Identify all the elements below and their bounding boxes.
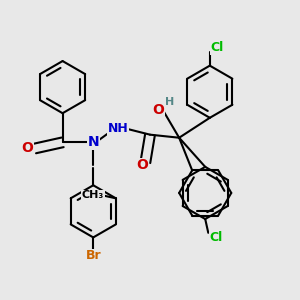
Text: Br: Br (85, 249, 101, 262)
Text: Cl: Cl (209, 231, 223, 244)
Text: O: O (21, 142, 33, 155)
Text: Cl: Cl (211, 41, 224, 54)
Text: N: N (87, 135, 99, 149)
Text: O: O (153, 103, 164, 117)
Text: NH: NH (107, 122, 128, 135)
Text: CH₃: CH₃ (82, 190, 104, 200)
Text: O: O (136, 158, 148, 172)
Text: H: H (165, 98, 175, 107)
